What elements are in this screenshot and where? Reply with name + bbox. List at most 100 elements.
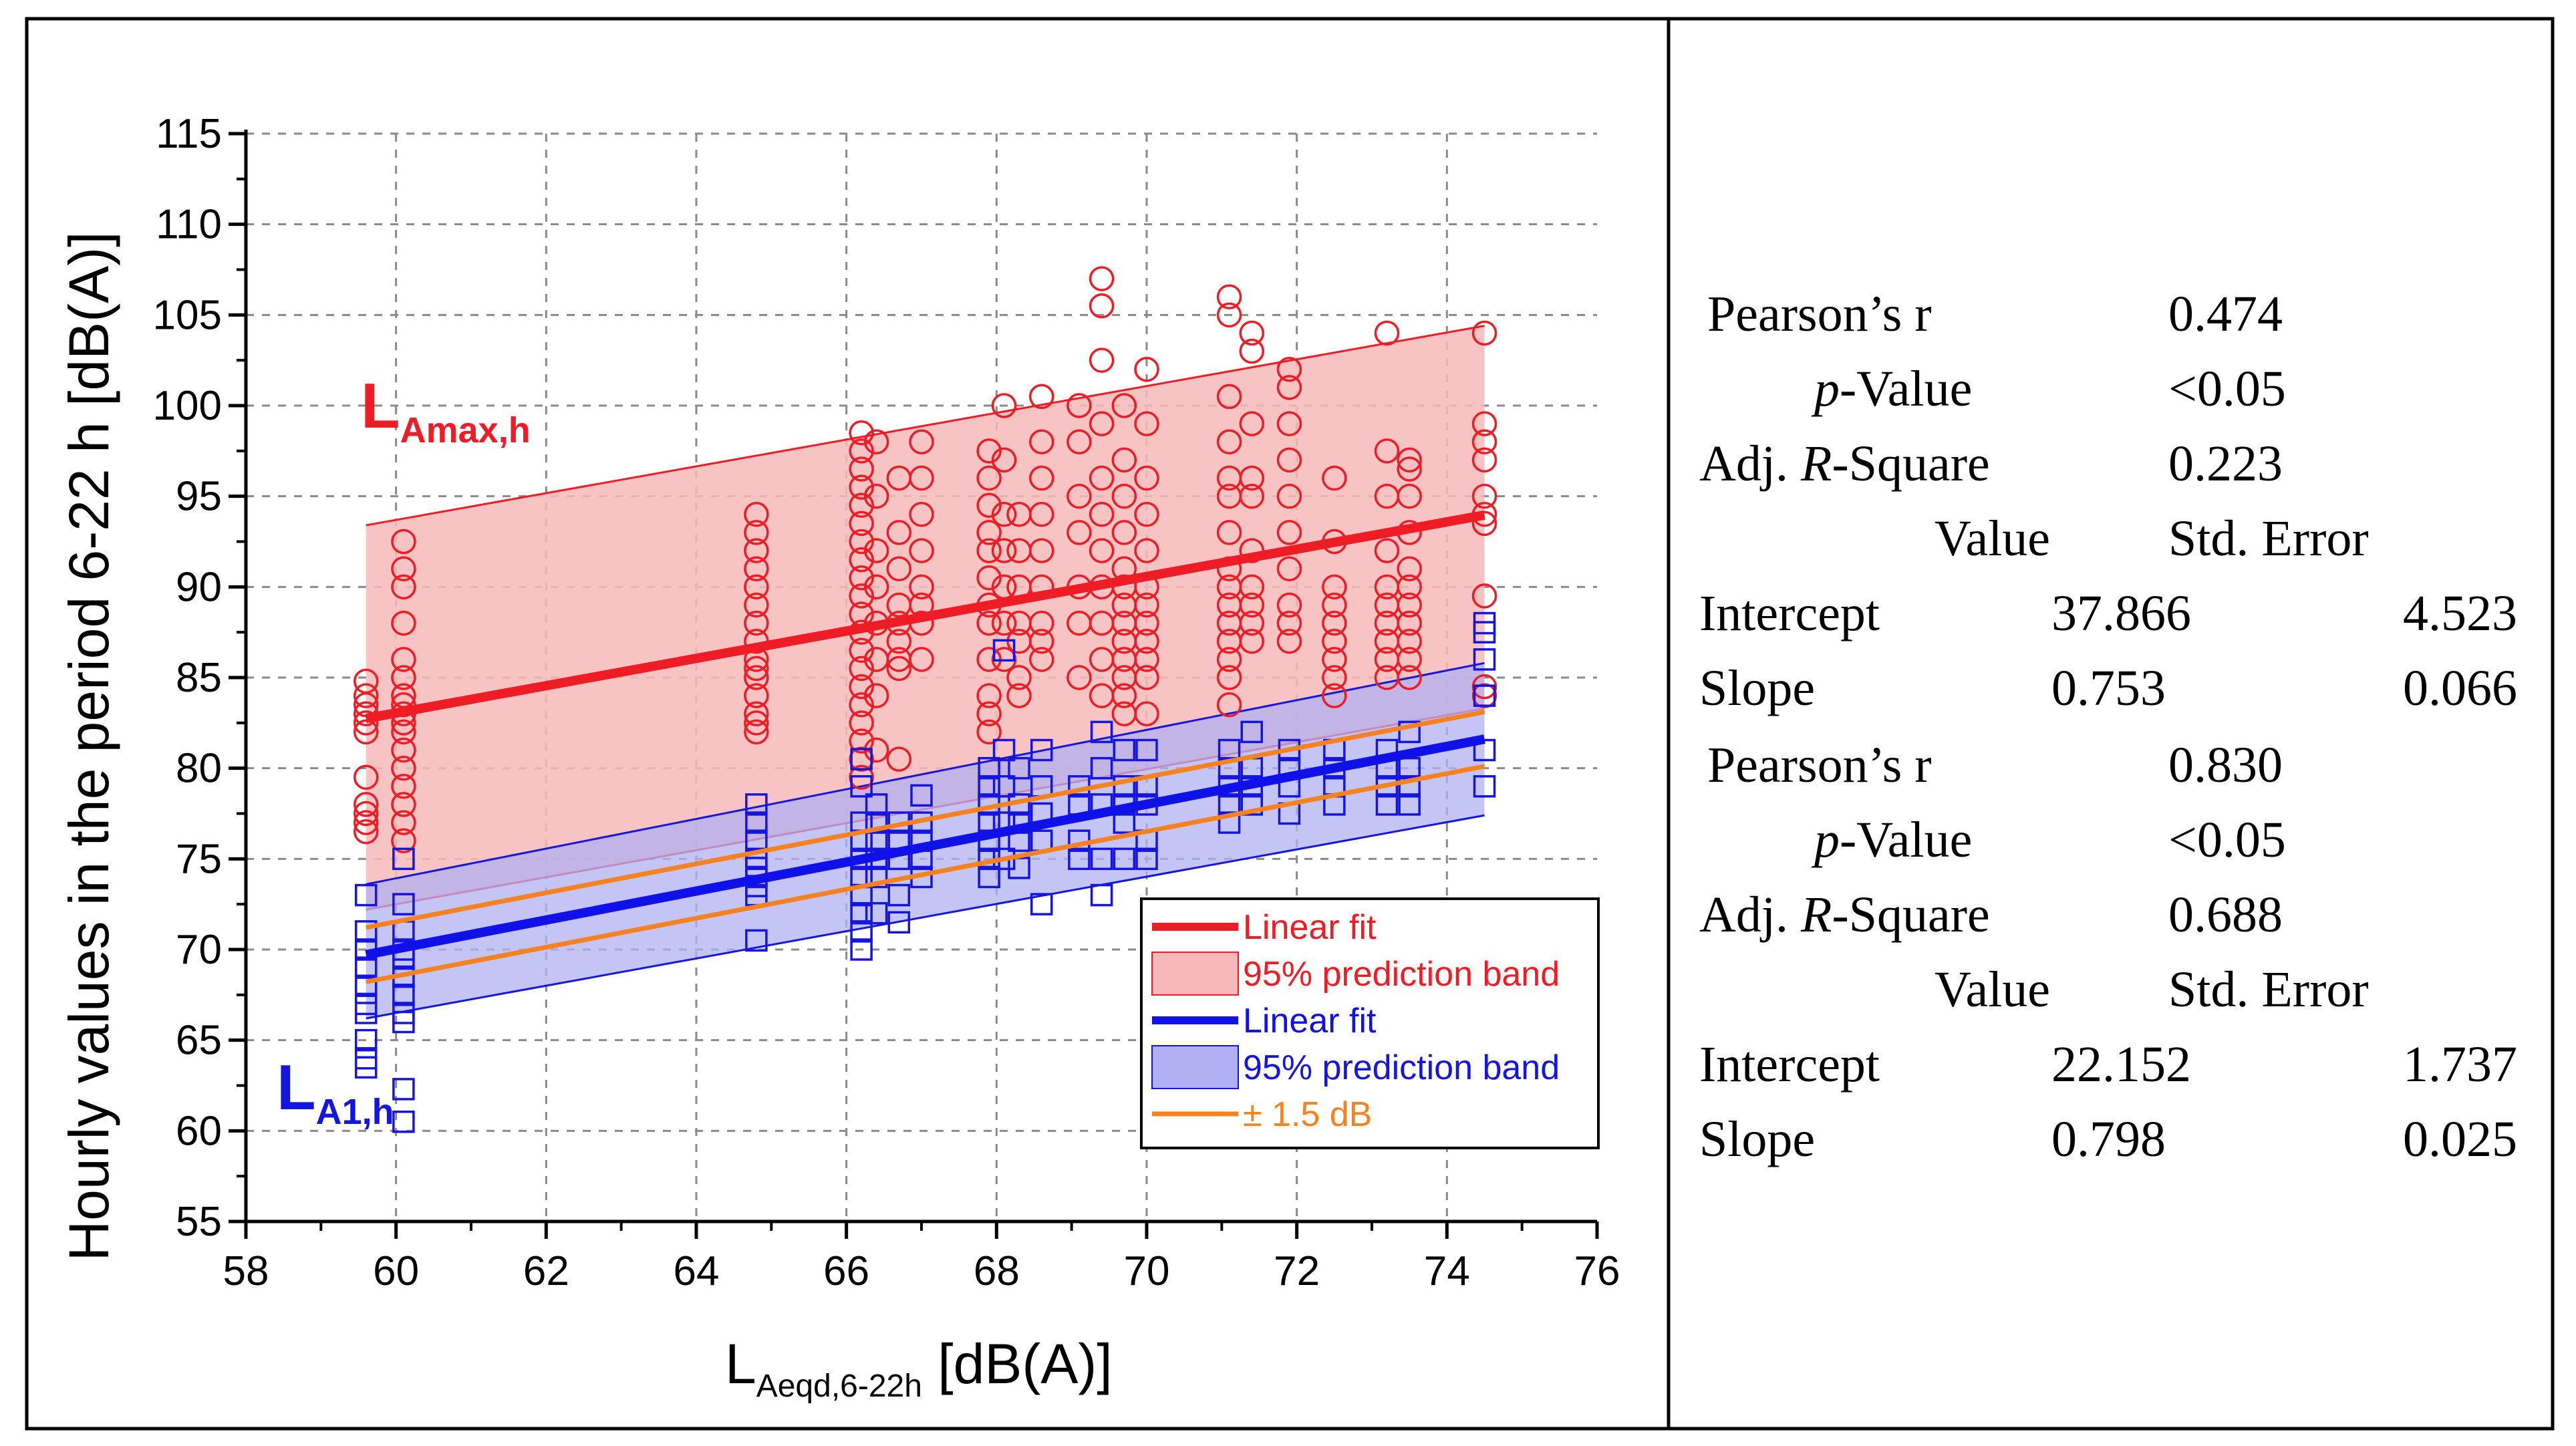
- lamax-point: [1397, 628, 1422, 654]
- la1-point: [1030, 893, 1053, 915]
- lamax-point: [744, 610, 769, 636]
- fit-lines: [365, 510, 1485, 984]
- lamax-point: [849, 764, 874, 790]
- x-axis-label-main: L: [725, 1332, 756, 1395]
- y-tick-label: 95: [176, 474, 222, 520]
- la1-point: [354, 1028, 378, 1052]
- blue-intercept-stderr: 1.737: [2403, 1036, 2517, 1093]
- lamax-point: [1397, 456, 1422, 482]
- lamax-point: [909, 538, 934, 563]
- lamax-point: [849, 583, 874, 609]
- lamax-point: [744, 719, 769, 745]
- lamax-point: [1397, 647, 1422, 672]
- la1-point: [1135, 738, 1158, 762]
- lamax-point: [886, 656, 912, 682]
- lamax-point: [1028, 628, 1054, 654]
- la1-point: [1090, 756, 1113, 780]
- lamax-point: [991, 647, 1017, 672]
- lamax-point: [1134, 701, 1159, 727]
- legend-label: ± 1.5 dB: [1243, 1095, 1372, 1134]
- lamax-point: [849, 637, 874, 664]
- y-axis-label: Hourly values in the period 6-22 h [dB(A…: [57, 232, 120, 1262]
- lamax-point: [1134, 356, 1159, 382]
- la1-point: [978, 865, 1000, 889]
- lamax-point: [1134, 465, 1159, 491]
- lamax-point: [849, 674, 874, 700]
- lamax-point: [1216, 692, 1242, 718]
- la1-point: [1135, 847, 1158, 871]
- lamax-point: [1066, 429, 1092, 455]
- lamax-point: [1276, 483, 1302, 509]
- red-intercept-label: Intercept: [1699, 585, 1880, 641]
- blue-p-value: <0.05: [2168, 812, 2286, 868]
- lamax-point: [1397, 447, 1422, 473]
- red-adj-italic: R: [1801, 436, 1832, 492]
- x-axis-label: LAeqd,6-22h [dB(A)]: [725, 1332, 1113, 1404]
- la1-point: [745, 811, 768, 834]
- red-adj-b: -Square: [1832, 436, 1990, 492]
- x-tick-label: 72: [1274, 1248, 1320, 1294]
- la1-point: [1473, 621, 1496, 643]
- lamax-point: [1276, 610, 1302, 636]
- lamax-point: [353, 719, 379, 745]
- offset-line-minus: [366, 764, 1485, 984]
- lamax-point: [1322, 465, 1347, 491]
- blue-p-label: p-Value: [1814, 815, 1972, 865]
- y-tick-label: 60: [176, 1108, 222, 1154]
- lamax-point: [1239, 628, 1265, 654]
- lamax-point: [976, 610, 1002, 636]
- y-tick-label: 100: [153, 383, 222, 429]
- lamax-point: [391, 556, 416, 581]
- la1-point: [1398, 720, 1421, 744]
- y-tick-label: 65: [176, 1018, 222, 1064]
- la1-point: [850, 920, 873, 943]
- lamax-point: [849, 656, 874, 682]
- la1-point: [865, 901, 888, 925]
- blue-slope-label: Slope: [1699, 1111, 1816, 1167]
- lamax-point: [1276, 628, 1302, 654]
- red-intercept-stderr: 4.523: [2403, 585, 2517, 641]
- red-p-rest: -Value: [1840, 361, 1973, 417]
- la1-point: [850, 938, 873, 961]
- lamax-point: [1397, 574, 1422, 600]
- lamax-point: [391, 647, 416, 672]
- lamax-point: [1089, 411, 1115, 436]
- lamax-point: [991, 502, 1017, 527]
- lamax-point: [849, 692, 874, 718]
- fit-line-1: [365, 734, 1485, 960]
- lamax-point: [391, 828, 416, 853]
- lamax-point: [991, 447, 1017, 473]
- lamax-point: [976, 565, 1002, 591]
- lamax-point: [1028, 538, 1054, 563]
- lamax-point: [1239, 574, 1265, 600]
- red-slope-value: 0.753: [2051, 660, 2166, 716]
- y-tick-label: 90: [176, 564, 222, 610]
- plot-area: 58 60 62 64 66 68 70 72 74 76 55 60 65 70 75 80 85 90 95 10…: [57, 111, 1620, 1404]
- lamax-point: [1397, 665, 1422, 690]
- la1-point: [354, 1056, 378, 1079]
- lamax-point: [1239, 465, 1265, 491]
- legend-label: Linear fit: [1243, 1002, 1377, 1040]
- blue-slope-stderr: 0.025: [2403, 1111, 2517, 1167]
- blue-adj-b: -Square: [1832, 887, 1990, 943]
- lamax-point: [1374, 320, 1400, 346]
- la1-point: [1218, 811, 1241, 834]
- lamax-point: [1134, 592, 1159, 618]
- la1-point: [1113, 775, 1136, 798]
- lamax-point: [391, 610, 416, 636]
- lamax-point: [1374, 438, 1400, 464]
- blue-intercept-label: Intercept: [1699, 1036, 1880, 1093]
- lamax-point: [886, 746, 912, 772]
- lamax-point: [886, 520, 912, 545]
- legend-swatch-box: [1151, 1045, 1239, 1089]
- y-tick-label: 115: [156, 111, 222, 157]
- series-label-lamax: LAmax,h: [361, 370, 531, 450]
- lamax-point: [353, 792, 379, 817]
- lamax-point: [1028, 465, 1054, 491]
- fit-line-0: [365, 510, 1485, 724]
- lamax-point: [1276, 356, 1302, 382]
- blue-p-rest: -Value: [1840, 812, 1973, 868]
- y-tick-label: 80: [176, 746, 222, 792]
- x-tick-label: 58: [223, 1248, 269, 1294]
- lamax-point: [849, 547, 874, 573]
